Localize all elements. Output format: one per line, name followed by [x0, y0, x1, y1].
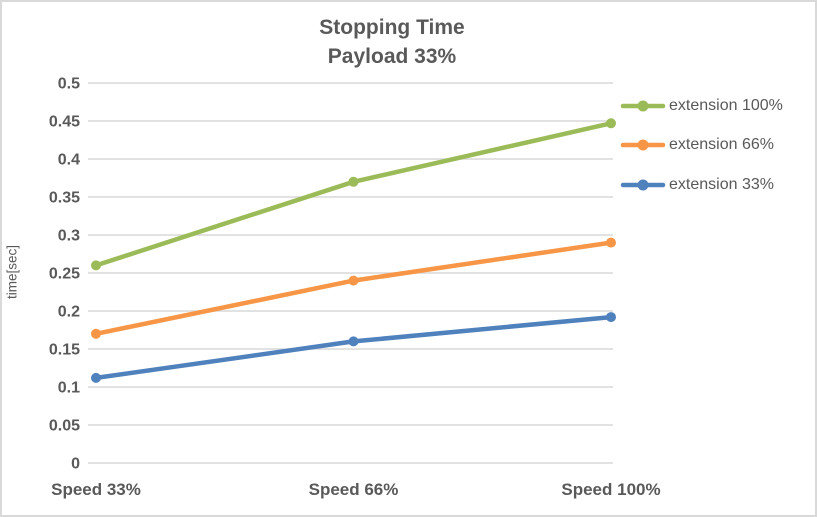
- data-point-marker-extension-100: [348, 176, 359, 187]
- legend-marker-icon: [620, 179, 666, 191]
- x-axis-label: Speed 66%: [309, 480, 399, 499]
- series-line-extension-66: [93, 240, 614, 337]
- y-tick-label: 0.05: [49, 418, 80, 435]
- data-point-marker-extension-33: [91, 372, 101, 383]
- y-tick-label: 0: [71, 456, 80, 473]
- data-point-marker-extension-66: [606, 237, 616, 248]
- data-point-marker-extension-33: [606, 312, 616, 323]
- legend-dot: [637, 179, 649, 191]
- legend-marker-icon: [620, 139, 666, 151]
- x-axis-label: Speed 33%: [51, 480, 141, 499]
- data-point-marker-extension-100: [606, 118, 616, 129]
- legend-label: extension 100%: [669, 96, 783, 114]
- data-point-marker-extension-33: [348, 336, 359, 347]
- legend-label: extension 33%: [669, 175, 774, 193]
- y-tick-label: 0.35: [49, 190, 80, 207]
- series-line-extension-100: [93, 121, 614, 268]
- y-tick-label: 0.5: [58, 76, 80, 93]
- series-line-extension-33: [93, 314, 614, 381]
- y-tick-label: 0.3: [58, 228, 80, 245]
- y-tick-label: 0.45: [49, 114, 80, 131]
- data-point-marker-extension-66: [91, 328, 101, 339]
- legend: extension 100% extension 66% extension 33%: [620, 86, 783, 205]
- y-tick-label: 0.1: [58, 380, 80, 397]
- legend-label: extension 66%: [669, 136, 774, 154]
- legend-marker-icon: [620, 100, 666, 112]
- y-tick-label: 0.25: [49, 266, 80, 283]
- legend-item-extension-66: extension 66%: [620, 126, 783, 166]
- data-point-marker-extension-100: [91, 260, 101, 271]
- y-tick-label: 0.15: [49, 342, 80, 359]
- legend-item-extension-33: extension 33%: [620, 165, 783, 205]
- legend-dot: [637, 100, 649, 112]
- legend-dot: [637, 139, 649, 151]
- x-axis-label: Speed 100%: [561, 480, 660, 499]
- y-tick-label: 0.2: [58, 304, 80, 321]
- data-point-marker-extension-66: [348, 275, 359, 286]
- y-tick-label: 0.4: [58, 152, 80, 169]
- legend-item-extension-100: extension 100%: [620, 86, 783, 126]
